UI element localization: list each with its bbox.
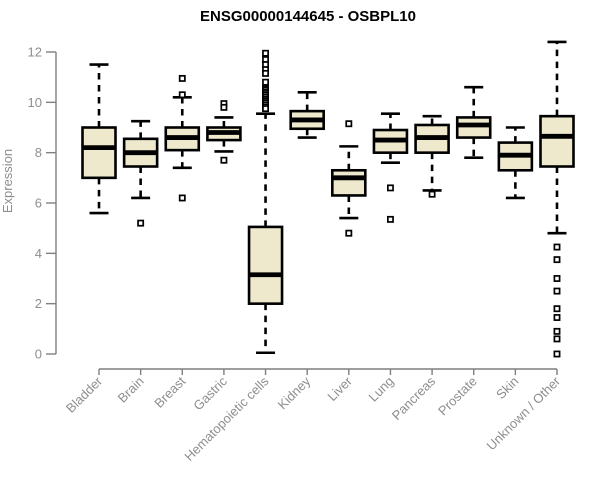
x-tick-label-breast: Breast	[151, 373, 188, 410]
chart-title: ENSG00000144645 - OSBPL10	[200, 8, 416, 25]
y-tick-label-2: 2	[35, 296, 42, 311]
outlier-lung-1	[387, 215, 394, 223]
box-bladder	[81, 126, 117, 180]
y-tick-label-0: 0	[35, 347, 42, 362]
outlier-lung-0	[387, 184, 394, 192]
outlier-breast-1	[178, 91, 186, 99]
outlier-hematopoietic-cells-5	[262, 78, 269, 86]
x-tick-label-skin: Skin	[493, 374, 521, 402]
outlier-unknown-other-5	[553, 314, 561, 321]
y-tick-label-8: 8	[35, 145, 42, 160]
outlier-unknown-other-4	[553, 305, 561, 313]
outlier-hematopoietic-cells-4	[262, 69, 269, 77]
x-tick-label-liver: Liver	[324, 373, 355, 404]
outlier-unknown-other-1	[553, 256, 561, 264]
outlier-unknown-other-8	[553, 350, 561, 358]
y-tick-label-6: 6	[35, 196, 42, 211]
x-tick-label-brain: Brain	[115, 374, 147, 406]
x-tick-label-lung: Lung	[366, 374, 397, 405]
outlier-breast-0	[178, 74, 186, 82]
x-tick-label-prostate: Prostate	[435, 374, 480, 419]
box-hematopoietic-cells	[247, 225, 284, 305]
outlier-liver-0	[345, 120, 353, 128]
x-tick-label-bladder: Bladder	[63, 373, 106, 416]
y-tick-label-12: 12	[28, 45, 42, 60]
outlier-brain-0	[137, 219, 145, 227]
x-tick-label-gastric: Gastric	[190, 373, 230, 413]
outlier-gastric-2	[220, 156, 228, 164]
y-tick-label-4: 4	[35, 246, 42, 261]
outlier-hematopoietic-cells-17	[262, 105, 269, 113]
outlier-unknown-other-3	[553, 287, 561, 295]
box-unknown-other	[539, 114, 575, 168]
y-axis-label: Expression	[0, 149, 15, 213]
outlier-hematopoietic-cells-0	[262, 49, 269, 57]
x-tick-label-pancreas: Pancreas	[389, 373, 439, 423]
outlier-unknown-other-6	[553, 327, 561, 335]
outlier-breast-2	[178, 194, 186, 202]
x-tick-label-unknown-other: Unknown / Other	[484, 373, 564, 453]
outlier-gastric-1	[220, 103, 228, 111]
outlier-liver-1	[345, 229, 353, 237]
outlier-unknown-other-2	[553, 275, 561, 282]
box-prostate	[455, 116, 492, 139]
outlier-pancreas-0	[428, 190, 436, 198]
y-tick-label-10: 10	[28, 95, 42, 110]
box-liver	[331, 168, 367, 197]
x-tick-label-kidney: Kidney	[275, 373, 314, 412]
outlier-unknown-other-0	[553, 243, 561, 251]
outlier-unknown-other-7	[553, 335, 561, 343]
